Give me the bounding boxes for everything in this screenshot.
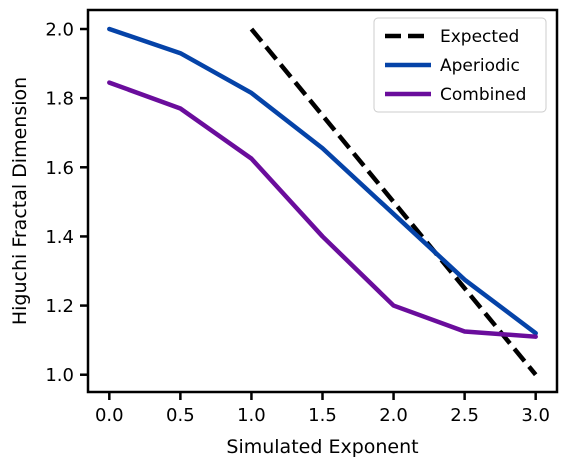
y-tick-label: 1.6 (45, 158, 74, 179)
series-line-combined (107, 80, 538, 339)
legend-label-combined: Combined (440, 85, 526, 105)
x-tick-label: 2.5 (450, 405, 479, 426)
x-axis-title: Simulated Exponent (226, 436, 418, 458)
series-line-expected (249, 27, 538, 377)
y-tick-label: 2.0 (45, 20, 74, 41)
y-tick-label: 1.8 (45, 89, 74, 110)
axes-layer: 0.0 0.5 1.0 1.5 2.0 2.5 3.0 1.0 1.2 1.4 1.6 1.8 2.0 (45, 8, 559, 426)
series-layer (107, 26, 538, 377)
legend-box (373, 17, 547, 113)
x-tick-label: 0.5 (166, 405, 195, 426)
legend-label-expected: Expected (440, 27, 519, 47)
y-tick-label: 1.0 (45, 365, 74, 386)
x-tick-label: 3.0 (521, 405, 550, 426)
x-tick-label: 2.0 (379, 405, 408, 426)
x-tick-label: 1.5 (308, 405, 337, 426)
y-tick-label: 1.4 (45, 227, 74, 248)
y-axis-title: Higuchi Fractal Dimension (9, 77, 31, 325)
x-tick-label: 0.0 (95, 405, 124, 426)
y-tick-label: 1.2 (45, 296, 74, 317)
legend: Expected Aperiodic Combined (373, 17, 547, 113)
series-line-aperiodic (107, 26, 538, 336)
legend-label-aperiodic: Aperiodic (440, 56, 520, 76)
x-tick-label: 1.0 (237, 405, 266, 426)
